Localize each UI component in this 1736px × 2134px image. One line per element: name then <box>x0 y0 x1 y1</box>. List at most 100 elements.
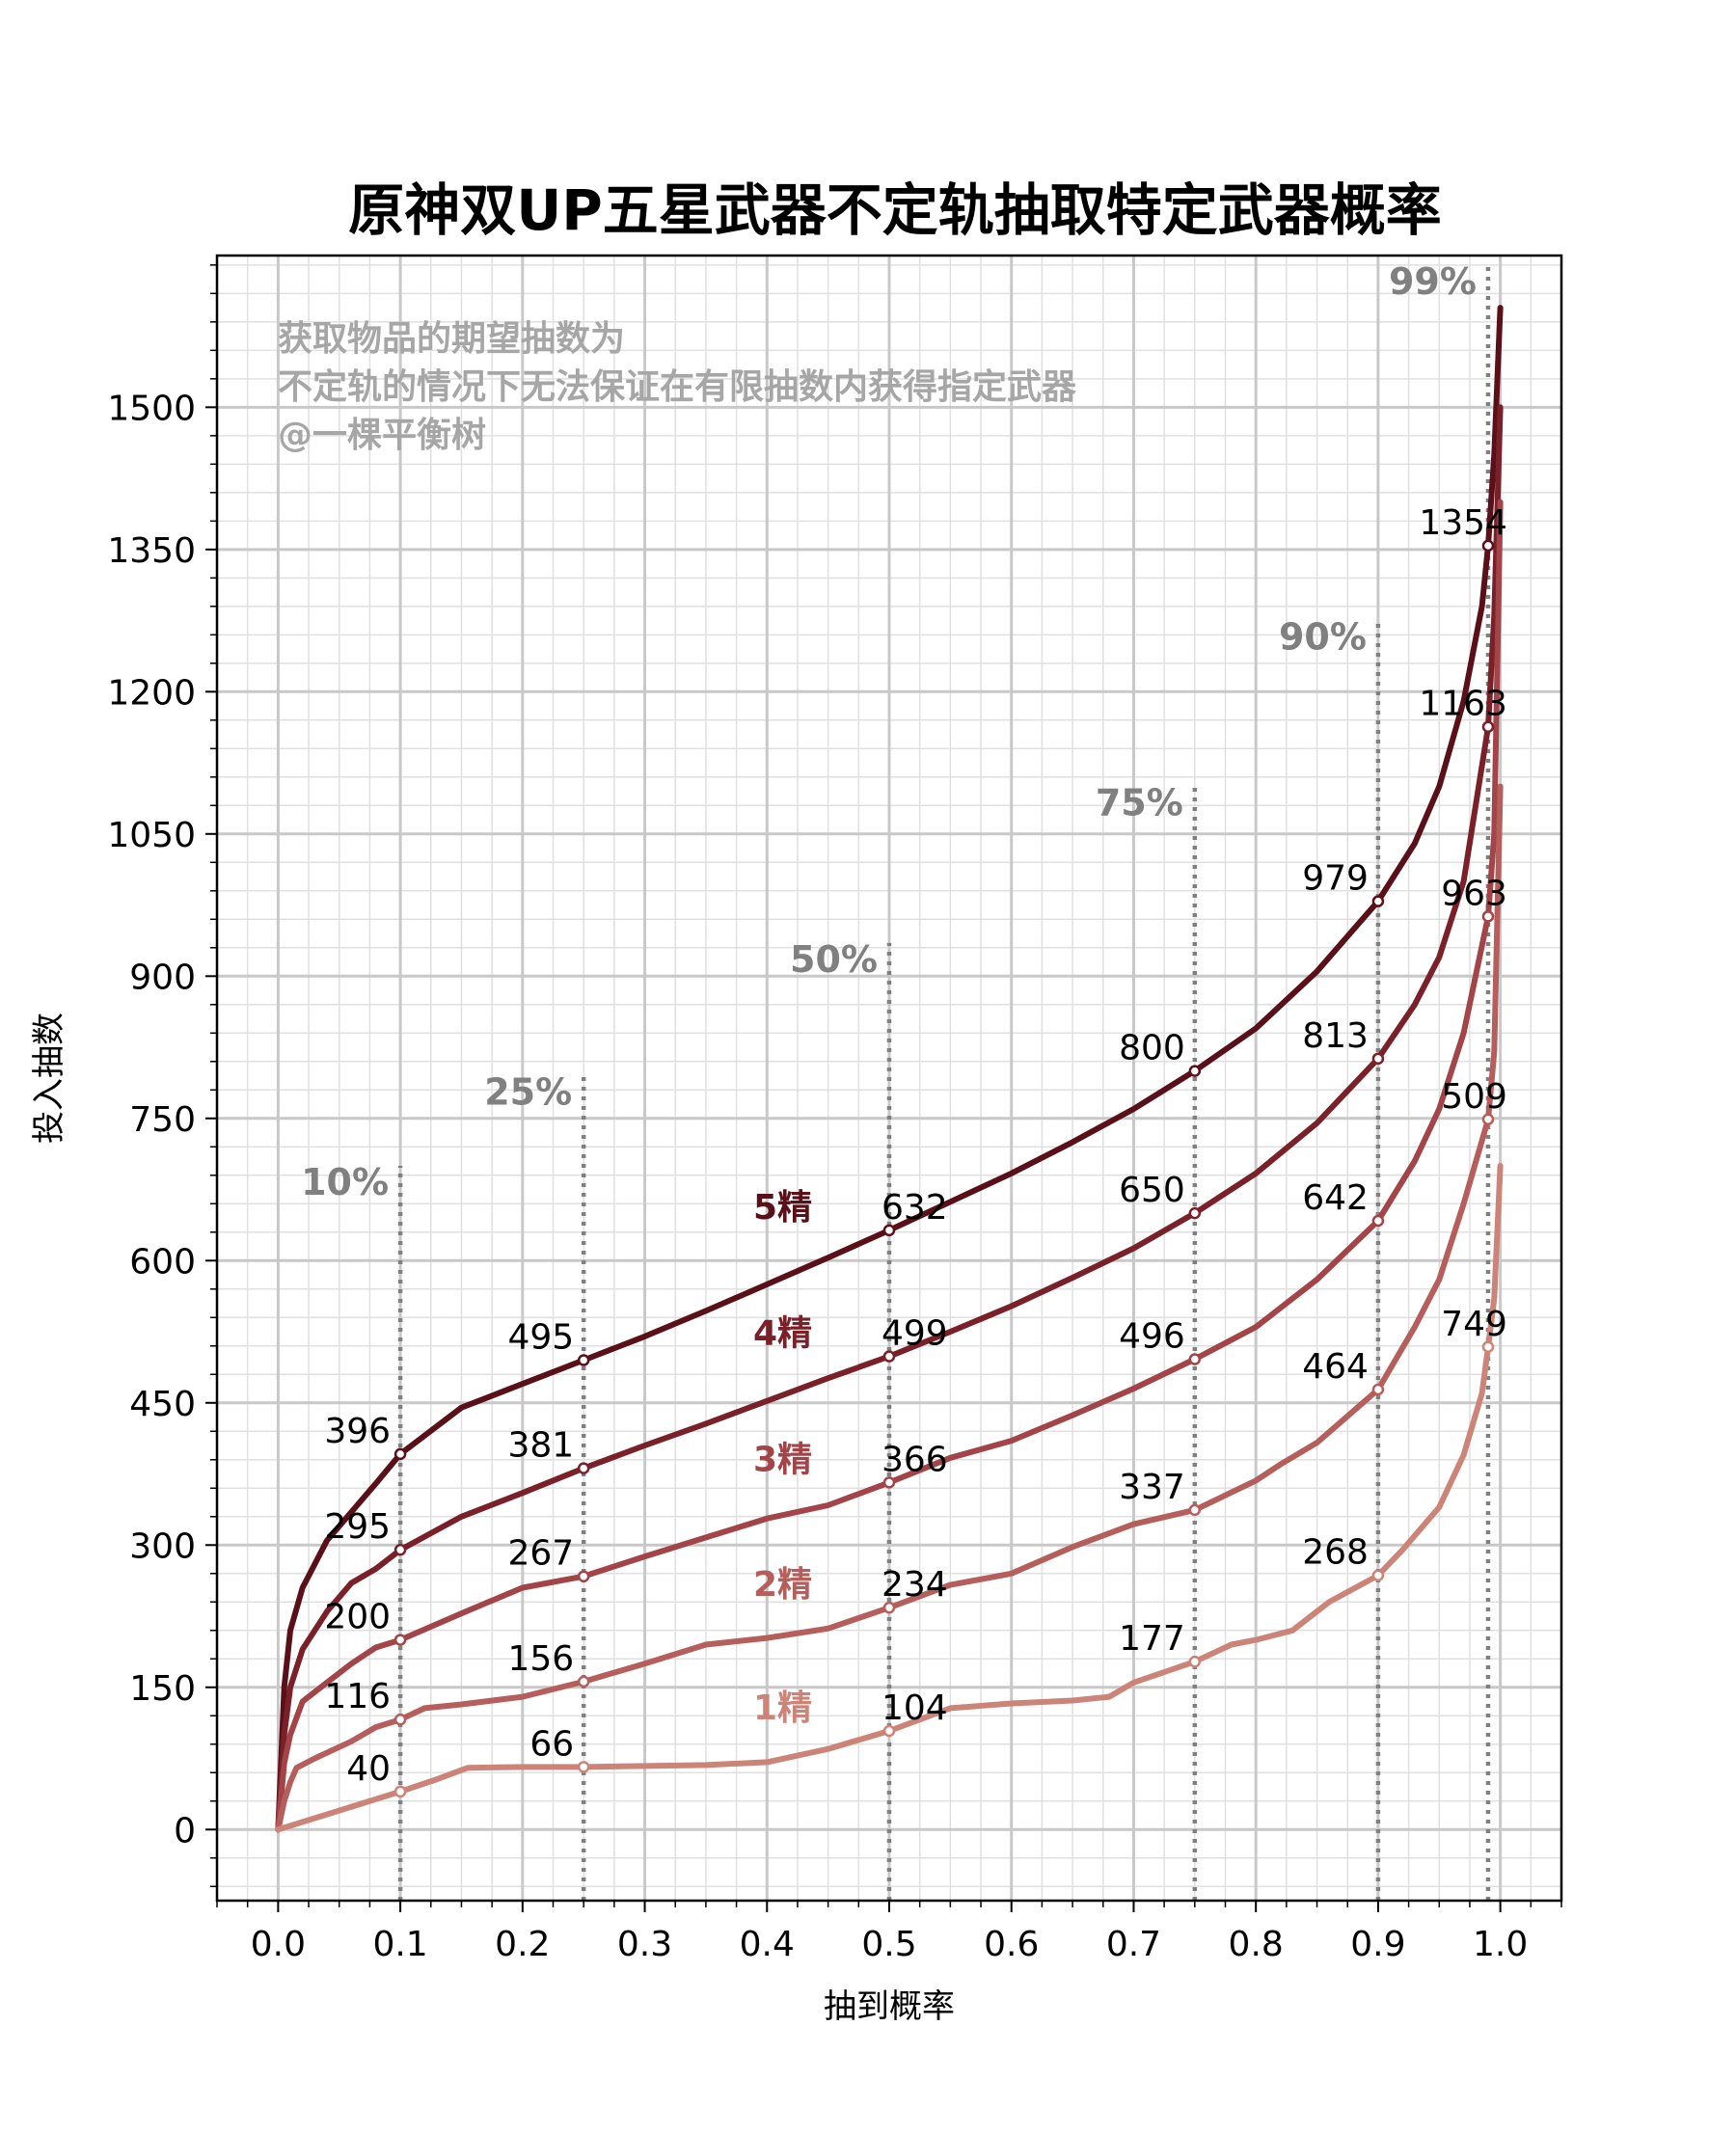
x-tick-label: 0.6 <box>984 1925 1039 1964</box>
median-value-label: 234 <box>882 1565 948 1605</box>
data-point <box>577 1675 590 1688</box>
x-tick-label: 1.0 <box>1473 1925 1528 1964</box>
data-point <box>1188 1353 1202 1365</box>
series-name-label: 1精 <box>753 1688 812 1728</box>
x-tick-label: 0.1 <box>372 1925 427 1964</box>
data-point <box>882 1724 896 1738</box>
y-tick-label: 300 <box>129 1526 196 1566</box>
series-name-label: 4精 <box>753 1314 812 1354</box>
data-point <box>1188 1206 1202 1220</box>
data-points: 632 5精 396 495 800 979 1354 499 4精 295 381 650 813 11… <box>324 503 1507 1798</box>
y-tick-label: 450 <box>129 1385 196 1424</box>
data-point <box>1481 539 1495 553</box>
x-tick-label: 0.2 <box>495 1925 550 1964</box>
data-point <box>1481 1113 1495 1126</box>
data-point <box>393 1447 407 1461</box>
data-point <box>1371 1569 1385 1581</box>
data-point <box>1371 895 1385 907</box>
data-point <box>1481 910 1495 923</box>
median-value-label: 632 <box>882 1188 948 1228</box>
series-line <box>275 404 1504 1833</box>
percentile-label: 75% <box>1096 782 1183 824</box>
percentile-label: 25% <box>484 1071 572 1114</box>
y-tick-label: 1350 <box>107 531 196 571</box>
data-point <box>393 1634 407 1646</box>
data-point <box>393 1543 407 1556</box>
y-tick-label: 750 <box>129 1100 196 1140</box>
percentile-label: 50% <box>790 938 878 981</box>
data-label: 396 <box>324 1412 391 1451</box>
data-point <box>577 1354 590 1366</box>
data-point <box>882 1350 896 1363</box>
x-tick-label: 0.8 <box>1229 1925 1284 1964</box>
percentile-reference-lines: 10% 25% 50% 75% 90% 99% <box>301 260 1491 1901</box>
data-point <box>882 1476 896 1489</box>
median-value-label: 499 <box>882 1314 948 1354</box>
percentile-label: 90% <box>1279 616 1367 659</box>
series-line <box>275 499 1504 1833</box>
annotation-text: @一棵平衡树 <box>278 416 486 455</box>
x-tick-label: 0.9 <box>1350 1925 1405 1964</box>
data-label: 813 <box>1302 1016 1369 1056</box>
data-label: 650 <box>1119 1171 1185 1210</box>
data-point <box>577 1570 590 1582</box>
series-name-label: 2精 <box>753 1565 812 1605</box>
median-value-label: 104 <box>882 1688 948 1728</box>
data-label: 1163 <box>1419 685 1507 724</box>
data-label: 267 <box>507 1534 574 1574</box>
series-line <box>275 1163 1504 1833</box>
x-tick-label: 0.5 <box>861 1925 916 1964</box>
percentile-label: 99% <box>1389 260 1477 303</box>
data-label: 1354 <box>1419 503 1507 543</box>
data-label: 800 <box>1119 1029 1185 1068</box>
y-tick-label: 900 <box>129 958 196 997</box>
y-axis-label: 投入抽数 <box>30 1013 68 1144</box>
data-point <box>1188 1065 1202 1077</box>
data-point <box>1371 1214 1385 1228</box>
data-label: 963 <box>1441 874 1507 913</box>
data-point <box>1188 1503 1202 1517</box>
annotation-text: 获取物品的期望抽数为 <box>278 319 625 359</box>
data-label: 177 <box>1119 1619 1185 1659</box>
y-tick-label: 1200 <box>107 673 196 713</box>
x-tick-label: 0.3 <box>617 1925 672 1964</box>
data-point <box>1188 1655 1202 1668</box>
x-tick-label: 0.4 <box>740 1925 795 1964</box>
annotation-text: 不定轨的情况下无法保证在有限抽数内获得指定武器 <box>278 367 1077 407</box>
data-label: 749 <box>1441 1305 1507 1344</box>
data-label: 66 <box>529 1724 574 1764</box>
data-label: 464 <box>1302 1347 1369 1387</box>
data-label: 979 <box>1302 859 1369 899</box>
y-tick-label: 1500 <box>107 389 196 428</box>
data-label: 116 <box>324 1677 391 1716</box>
data-label: 295 <box>324 1507 391 1547</box>
data-point <box>577 1462 590 1474</box>
data-point <box>577 1761 590 1773</box>
x-tick-label: 0.0 <box>251 1925 306 1964</box>
data-point <box>1371 1383 1385 1396</box>
data-label: 40 <box>346 1749 391 1789</box>
y-tick-label: 1050 <box>107 816 196 855</box>
median-value-label: 366 <box>882 1440 948 1479</box>
data-label: 495 <box>507 1318 574 1358</box>
x-axis-label: 抽到概率 <box>824 1987 955 2026</box>
data-point <box>882 1224 896 1237</box>
axes: 0.0 0.1 0.2 0.3 0.4 0.5 0.6 0.7 0.8 0.9 1.0 0 150 300… <box>107 264 1562 1964</box>
percentile-label: 10% <box>301 1161 389 1203</box>
data-label: 268 <box>1302 1533 1369 1573</box>
data-label: 642 <box>1302 1178 1369 1218</box>
data-point <box>1481 720 1495 733</box>
data-label: 381 <box>507 1426 574 1466</box>
data-label: 200 <box>324 1598 391 1637</box>
data-label: 496 <box>1119 1317 1185 1357</box>
data-point <box>1481 1340 1495 1354</box>
data-label: 337 <box>1119 1468 1185 1507</box>
data-label: 156 <box>507 1639 574 1679</box>
data-point <box>1371 1052 1385 1066</box>
data-point <box>393 1785 407 1798</box>
data-label: 509 <box>1441 1077 1507 1117</box>
chart-title: 原神双UP五星武器不定轨抽取特定武器概率 <box>348 177 1442 243</box>
data-point <box>393 1713 407 1726</box>
